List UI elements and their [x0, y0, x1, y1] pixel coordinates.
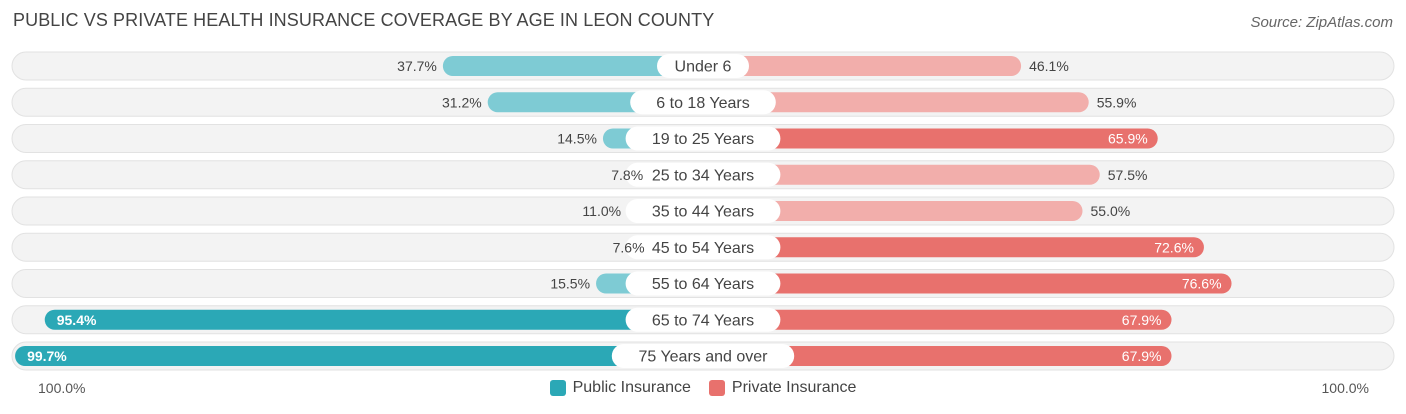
category-pill	[625, 235, 781, 260]
private-value-label: 72.6%	[1154, 239, 1194, 255]
private-value-label: 57.5%	[1108, 167, 1148, 183]
category-pill	[630, 90, 776, 115]
category-label: Under 6	[675, 59, 732, 76]
category-label: 6 to 18 Years	[656, 95, 749, 112]
private-value-label: 67.9%	[1122, 348, 1162, 364]
legend-item-private[interactable]: Private Insurance	[708, 379, 857, 397]
chart-title: PUBLIC VS PRIVATE HEALTH INSURANCE COVER…	[13, 10, 715, 30]
public-value-label: 99.7%	[27, 348, 67, 364]
category-label: 25 to 34 Years	[652, 167, 754, 184]
private-bar	[703, 128, 1158, 149]
public-value-label: 15.5%	[550, 276, 590, 292]
source-label: Source: ZipAtlas.com	[1250, 14, 1393, 31]
private-value-label: 55.0%	[1091, 203, 1131, 219]
legend-swatch-private	[708, 380, 725, 396]
private-value-label: 76.6%	[1182, 276, 1222, 292]
private-bar	[703, 164, 1100, 185]
private-value-label: 46.1%	[1029, 58, 1069, 74]
axis-right-label: 100.0%	[1321, 380, 1369, 396]
private-bar	[703, 346, 1172, 366]
legend-label-private: Private Insurance	[731, 379, 857, 396]
public-value-label: 37.7%	[397, 58, 437, 74]
category-pill	[625, 271, 781, 296]
public-value-label: 7.8%	[611, 167, 643, 183]
category-label: 55 to 64 Years	[652, 276, 754, 293]
public-bar	[442, 56, 703, 76]
category-pill	[625, 199, 781, 223]
private-bar	[703, 201, 1083, 221]
private-bar	[703, 309, 1172, 330]
public-bar	[15, 346, 703, 366]
private-bar	[703, 56, 1022, 76]
public-value-label: 95.4%	[57, 312, 97, 328]
private-bar	[703, 237, 1204, 258]
legend: Public Insurance Private Insurance	[0, 379, 1406, 397]
category-pill	[657, 54, 749, 78]
chart-area: Under 6 37.7% 46.1% 6 to 18 Years 31.2% 55.9%…	[11, 51, 1395, 371]
public-value-label: 11.0%	[582, 203, 621, 219]
public-bar	[44, 309, 704, 330]
category-label: 75 Years and over	[639, 349, 769, 366]
category-label: 19 to 25 Years	[652, 131, 754, 148]
legend-item-public[interactable]: Public Insurance	[549, 379, 691, 397]
public-value-label: 31.2%	[442, 94, 482, 110]
private-value-label: 67.9%	[1122, 312, 1162, 328]
private-value-label: 55.9%	[1097, 94, 1137, 110]
category-pill	[625, 307, 781, 332]
category-label: 65 to 74 Years	[652, 312, 754, 329]
category-pill	[611, 344, 795, 368]
category-label: 45 to 54 Years	[652, 240, 754, 257]
category-label: 35 to 44 Years	[652, 204, 754, 221]
public-value-label: 14.5%	[557, 131, 597, 147]
public-value-label: 7.6%	[613, 239, 645, 255]
legend-label-public: Public Insurance	[572, 379, 691, 396]
private-value-label: 65.9%	[1108, 131, 1148, 147]
private-bar	[703, 92, 1089, 113]
axis-left-label: 100.0%	[38, 380, 86, 396]
private-bar	[703, 273, 1232, 294]
category-pill	[625, 126, 781, 151]
category-pill	[625, 162, 781, 187]
legend-swatch-public	[549, 380, 566, 396]
